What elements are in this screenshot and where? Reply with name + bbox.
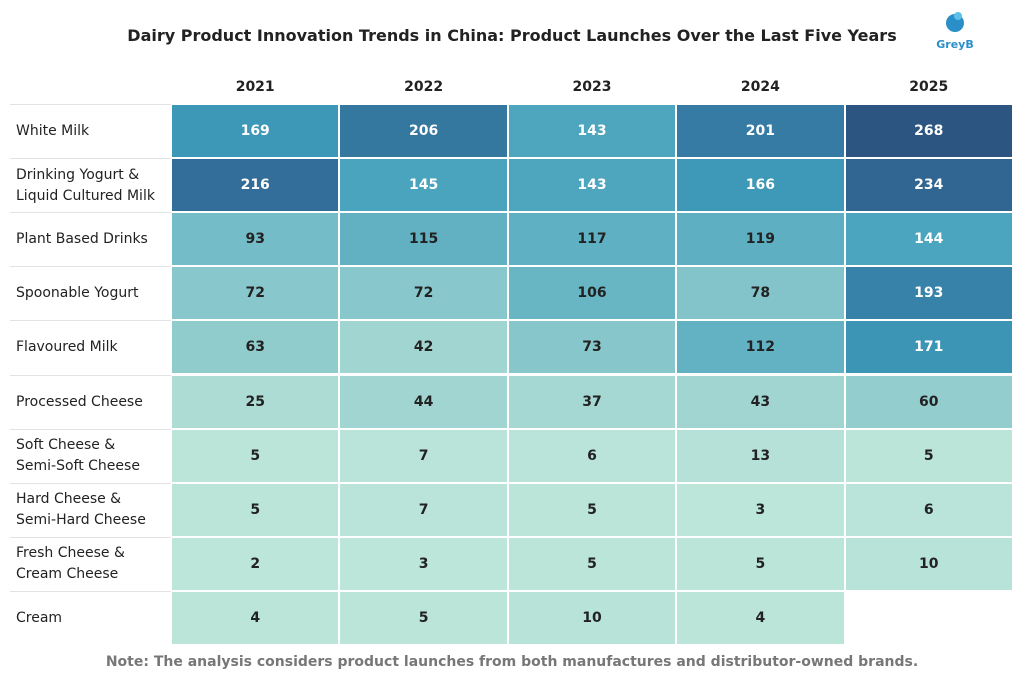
row-label: Flavoured Milk — [10, 320, 171, 374]
heatmap-cell: 115 — [339, 212, 508, 267]
heatmap-cell: 10 — [844, 536, 1013, 591]
logo-text: GreyB — [936, 38, 974, 51]
heatmap-cell: 5 — [171, 428, 340, 483]
heatmap-cell: 73 — [507, 320, 677, 375]
heatmap-cell: 5 — [507, 536, 677, 591]
heatmap-cell: 3 — [339, 536, 508, 591]
heatmap-cell: 2 — [171, 536, 340, 591]
heatmap-cell: 5 — [844, 428, 1013, 483]
row-label: Plant Based Drinks — [10, 212, 171, 266]
heatmap-cell: 6 — [507, 428, 677, 483]
heatmap-cell: 268 — [844, 104, 1013, 159]
heatmap-cell: 143 — [507, 104, 677, 159]
column-header: 2025 — [909, 79, 949, 95]
heatmap-cell: 72 — [339, 266, 508, 321]
heatmap-cell: 143 — [507, 158, 677, 213]
heatmap-cell: 5 — [171, 482, 340, 537]
heatmap-cell: 193 — [844, 266, 1013, 321]
row-label: Drinking Yogurt & Liquid Cultured Milk — [10, 158, 171, 212]
heatmap-cell: 234 — [844, 158, 1013, 213]
heatmap-cell: 10 — [507, 590, 677, 645]
heatmap-cell: 13 — [676, 428, 845, 483]
heatmap-cell: 7 — [339, 428, 508, 483]
heatmap-cell: 201 — [676, 104, 845, 159]
heatmap-cell: 106 — [507, 266, 677, 321]
heatmap-cell: 42 — [339, 320, 508, 375]
heatmap-cell: 216 — [171, 158, 340, 213]
chart-title: Dairy Product Innovation Trends in China… — [127, 26, 897, 45]
row-label: Fresh Cheese & Cream Cheese — [10, 536, 171, 591]
heatmap-cell: 93 — [171, 212, 340, 267]
heatmap-cell: 37 — [507, 374, 677, 429]
heatmap-cell: 6 — [844, 482, 1013, 537]
heatmap-cell: 5 — [339, 590, 508, 645]
heatmap-cell: 3 — [676, 482, 845, 537]
row-label: White Milk — [10, 104, 171, 158]
heatmap-cell: 43 — [676, 374, 845, 429]
column-header: 2023 — [572, 79, 612, 95]
heatmap-cell: 44 — [339, 374, 508, 429]
heatmap-cell: 25 — [171, 374, 340, 429]
heatmap-cell: 4 — [171, 590, 340, 645]
row-label: Hard Cheese & Semi-Hard Cheese — [10, 482, 171, 537]
heatmap-cell: 63 — [171, 320, 340, 375]
column-header: 2024 — [740, 79, 780, 95]
heatmap-cell: 166 — [676, 158, 845, 213]
heatmap-cell: 145 — [339, 158, 508, 213]
heatmap-cell: 5 — [676, 536, 845, 591]
logo-icon — [946, 12, 964, 32]
row-label: Spoonable Yogurt — [10, 266, 171, 320]
heatmap-cell: 72 — [171, 266, 340, 321]
heatmap-cell: 169 — [171, 104, 340, 159]
note: Note: The analysis considers product lau… — [105, 654, 919, 670]
heatmap-cell: 171 — [844, 320, 1013, 375]
column-header: 2021 — [235, 79, 275, 95]
heatmap-cell: 117 — [507, 212, 677, 267]
heatmap-cell: 144 — [844, 212, 1013, 267]
heatmap-cell: 78 — [676, 266, 845, 321]
heatmap-cell: 7 — [339, 482, 508, 537]
row-label: Cream — [10, 590, 171, 645]
column-header: 2022 — [404, 79, 444, 95]
heatmap-cell: 4 — [676, 590, 845, 645]
heatmap-cell: 60 — [844, 374, 1013, 429]
heatmap-cell: 119 — [676, 212, 845, 267]
row-label: Processed Cheese — [10, 374, 171, 429]
row-label: Soft Cheese & Semi-Soft Cheese — [10, 428, 171, 483]
heatmap-cell: 112 — [676, 320, 845, 375]
heatmap-cell: 206 — [339, 104, 508, 159]
heatmap-cell: 5 — [507, 482, 677, 537]
